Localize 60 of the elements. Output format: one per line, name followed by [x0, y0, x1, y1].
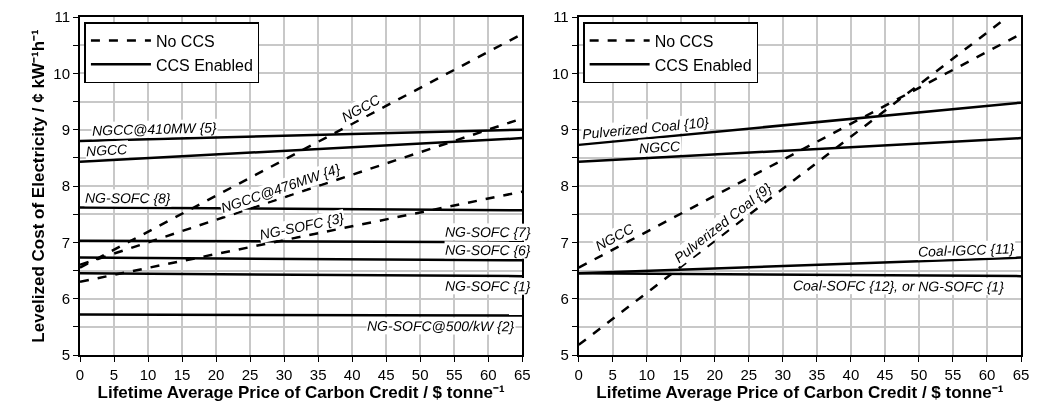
x-axis-title: Lifetime Average Price of Carbon Credit / $ tonne⁻¹: [97, 383, 506, 402]
x-tick-label: 10: [139, 366, 157, 383]
x-tick-label: 25: [241, 366, 259, 383]
x-tick-label: 60: [978, 366, 996, 383]
x-tick-label: 30: [275, 366, 293, 383]
x-tick-label: 15: [672, 366, 690, 383]
x-tick-label: 35: [808, 366, 826, 383]
x-tick-label: 55: [944, 366, 962, 383]
y-tick-label: 7: [560, 233, 569, 251]
x-tick-label: 20: [706, 366, 724, 383]
x-tick-label: 20: [207, 366, 225, 383]
legend-label: No CCS: [654, 32, 714, 50]
y-tick-label: 10: [53, 64, 70, 82]
y-tick-label: 11: [54, 8, 70, 26]
y-tick-label: 8: [61, 177, 70, 195]
annotation: Coal-SOFC {12}, or NG-SOFC {1}: [792, 277, 1005, 295]
annotation: NG-SOFC {8}: [84, 189, 171, 207]
annotation: NGCC: [85, 140, 129, 160]
y-tick-label: 8: [560, 177, 569, 195]
x-tick-label: 50: [910, 366, 928, 383]
y-tick-label: 5: [560, 346, 569, 364]
x-tick-label: 30: [774, 366, 792, 383]
legend-label: No CCS: [155, 32, 215, 50]
annotation: NG-SOFC {3}: [258, 209, 346, 243]
y-axis-title: Levelized Cost of Electricity / ¢ kW⁻¹h⁻¹: [29, 28, 49, 343]
x-tick-label: 55: [445, 366, 463, 383]
x-tick-label: 40: [842, 366, 860, 383]
x-tick-label: 35: [309, 366, 327, 383]
x-tick-label: 0: [574, 366, 583, 383]
x-tick-label: 45: [876, 366, 894, 383]
annotation: NGCC: [638, 137, 682, 157]
x-tick-label: 65: [513, 366, 531, 383]
x-tick-label: 0: [75, 366, 85, 383]
annotation: NG-SOFC {6}: [444, 241, 531, 259]
y-tick-label: 11: [553, 8, 569, 26]
y-tick-label: 6: [560, 289, 569, 307]
annotation: NG-SOFC {7}: [444, 223, 531, 241]
annotation: Coal-IGCC {11}: [917, 240, 1015, 260]
legend-label: CCS Enabled: [654, 56, 752, 74]
annotation: NG-SOFC@500/kW {2}: [366, 317, 515, 335]
x-tick-label: 5: [109, 366, 119, 383]
y-tick-label: 9: [560, 120, 569, 138]
x-tick-label: 60: [479, 366, 497, 383]
x-tick-label: 50: [411, 366, 429, 383]
y-tick-label: 9: [61, 120, 70, 138]
x-tick-label: 40: [343, 366, 361, 383]
y-tick-label: 7: [61, 233, 70, 251]
x-tick-label: 5: [608, 366, 617, 383]
x-tick-label: 25: [740, 366, 758, 383]
legend-label: CCS Enabled: [155, 56, 253, 74]
x-tick-label: 45: [377, 366, 395, 383]
annotation: NGCC@410MW {5}: [91, 119, 218, 139]
y-tick-label: 5: [61, 346, 70, 364]
x-tick-label: 15: [173, 366, 191, 383]
y-tick-label: 10: [552, 64, 569, 82]
annotation: NG-SOFC {1}: [444, 277, 531, 295]
x-tick-label: 10: [638, 366, 656, 383]
y-tick-label: 6: [61, 289, 70, 307]
x-tick-label: 65: [1012, 366, 1030, 383]
x-axis-title: Lifetime Average Price of Carbon Credit / $ tonne⁻¹: [596, 383, 1004, 402]
